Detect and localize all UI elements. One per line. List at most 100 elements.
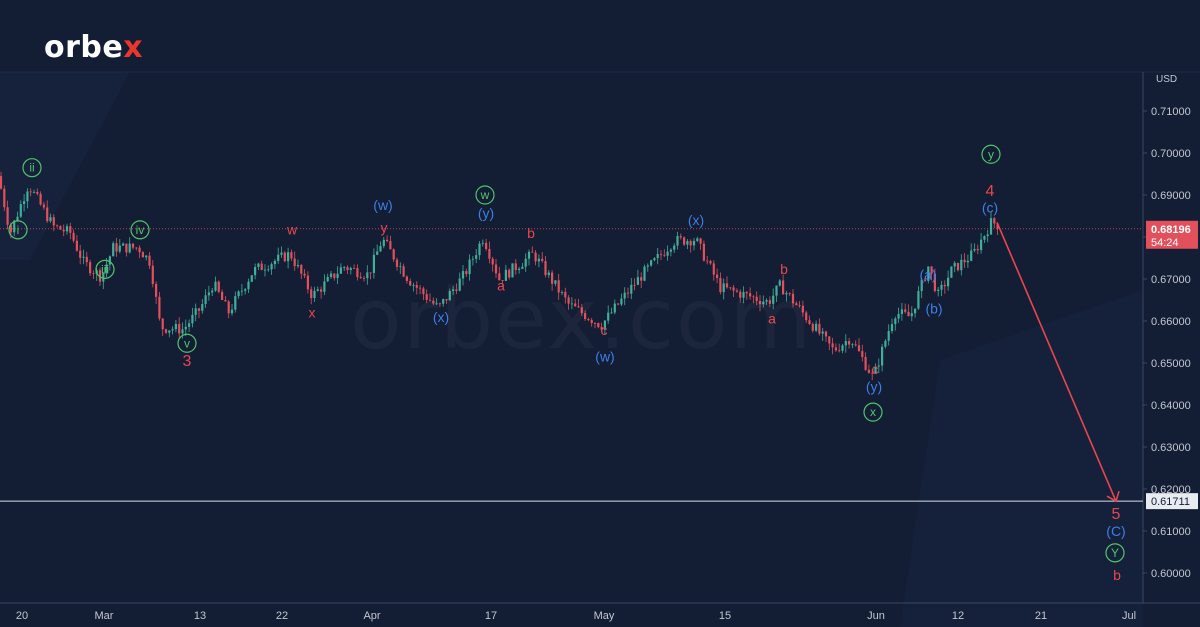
wave-label: v: [184, 336, 190, 350]
candle-body: [980, 239, 983, 251]
y-tick-label: 0.67000: [1151, 274, 1191, 286]
candle-body: [46, 207, 49, 222]
candle-body: [112, 243, 115, 257]
candle-body: [372, 254, 375, 273]
wave-label: 5: [1112, 506, 1121, 523]
candle-body: [356, 268, 359, 277]
candle-body: [326, 276, 329, 282]
candle-body: [359, 276, 362, 279]
candle-body: [287, 252, 290, 262]
candle-body: [323, 281, 326, 292]
candle-body: [432, 300, 435, 304]
candle-body: [455, 289, 458, 291]
candle-body: [867, 369, 870, 373]
candle-body: [49, 217, 52, 222]
candle-body: [824, 331, 828, 337]
candle-body: [313, 290, 316, 299]
candle-body: [501, 280, 504, 281]
candle-body: [597, 323, 600, 328]
candle-body: [250, 275, 253, 282]
candle-body: [854, 344, 857, 346]
x-tick-label: 20: [16, 610, 28, 622]
wave-label: (b): [925, 300, 942, 316]
candle-body: [422, 288, 425, 295]
candle-body: [29, 191, 32, 193]
candle-body: [382, 239, 385, 247]
candle-body: [369, 272, 372, 274]
candle-body: [343, 267, 346, 268]
candle-body: [145, 255, 148, 258]
candle-body: [52, 217, 55, 226]
candle-body: [857, 345, 861, 352]
candle-body: [508, 269, 511, 278]
candle-body: [280, 252, 283, 255]
candle-body: [778, 280, 781, 286]
candle-body: [412, 285, 415, 286]
candle-body: [567, 297, 570, 304]
candle-body: [699, 238, 702, 244]
candle-body: [39, 193, 42, 205]
candle-body: [864, 357, 867, 370]
candle-body: [960, 259, 963, 271]
candle-body: [227, 301, 230, 314]
candle-body: [211, 290, 214, 293]
candle-body: [920, 279, 923, 292]
candle-body: [204, 295, 207, 304]
candle-body: [739, 291, 742, 298]
wave-label: (a): [919, 266, 936, 282]
candle-body: [19, 204, 22, 217]
candle-body: [148, 255, 151, 266]
candle-body: [491, 258, 494, 265]
candle-body: [828, 336, 831, 344]
candle-body: [468, 259, 471, 275]
candle-body: [458, 278, 461, 291]
x-tick-label: Jun: [867, 610, 885, 622]
candle-body: [580, 307, 583, 314]
candle-body: [811, 323, 814, 331]
candle-body: [600, 327, 603, 330]
candle-body: [452, 289, 455, 291]
candle-body: [488, 249, 491, 259]
wave-label: (c): [982, 200, 998, 216]
candle-body: [23, 201, 26, 205]
candle-body: [686, 241, 689, 245]
candle-body: [178, 323, 181, 334]
candle-body: [333, 273, 336, 278]
candle-body: [613, 303, 616, 313]
candle-body: [267, 269, 270, 271]
current-price-label: 0.68196: [1151, 224, 1191, 236]
candle-body: [415, 285, 418, 288]
candle-body: [593, 322, 597, 324]
candle-body: [320, 289, 323, 292]
candle-body: [537, 258, 540, 262]
candle-body: [683, 237, 686, 245]
candle-body: [3, 188, 6, 208]
wave-label-circle: [863, 402, 883, 422]
candle-body: [221, 291, 224, 301]
candle-body: [841, 345, 844, 351]
x-tick-label: May: [594, 610, 615, 622]
candle-body: [270, 264, 273, 270]
wave-label: b: [527, 225, 535, 241]
candle-body: [240, 290, 243, 292]
candle-body: [303, 273, 306, 276]
candle-body: [174, 323, 177, 330]
candle-body: [547, 272, 550, 276]
candle-body: [122, 243, 125, 246]
candle-body: [214, 281, 217, 291]
candle-body: [894, 318, 897, 325]
candle-body: [762, 301, 765, 305]
candle-body: [194, 308, 197, 315]
x-tick-label: Mar: [95, 610, 114, 622]
candle-body: [607, 312, 610, 321]
candle-body: [874, 366, 877, 373]
candle-body: [966, 260, 969, 263]
orbex-logo: orbex: [44, 30, 143, 65]
candle-body: [32, 191, 36, 193]
candle-body: [821, 331, 824, 334]
candle-body: [511, 263, 514, 278]
candle-body: [702, 243, 705, 261]
candle-body: [706, 260, 709, 262]
candle-body: [795, 303, 798, 306]
